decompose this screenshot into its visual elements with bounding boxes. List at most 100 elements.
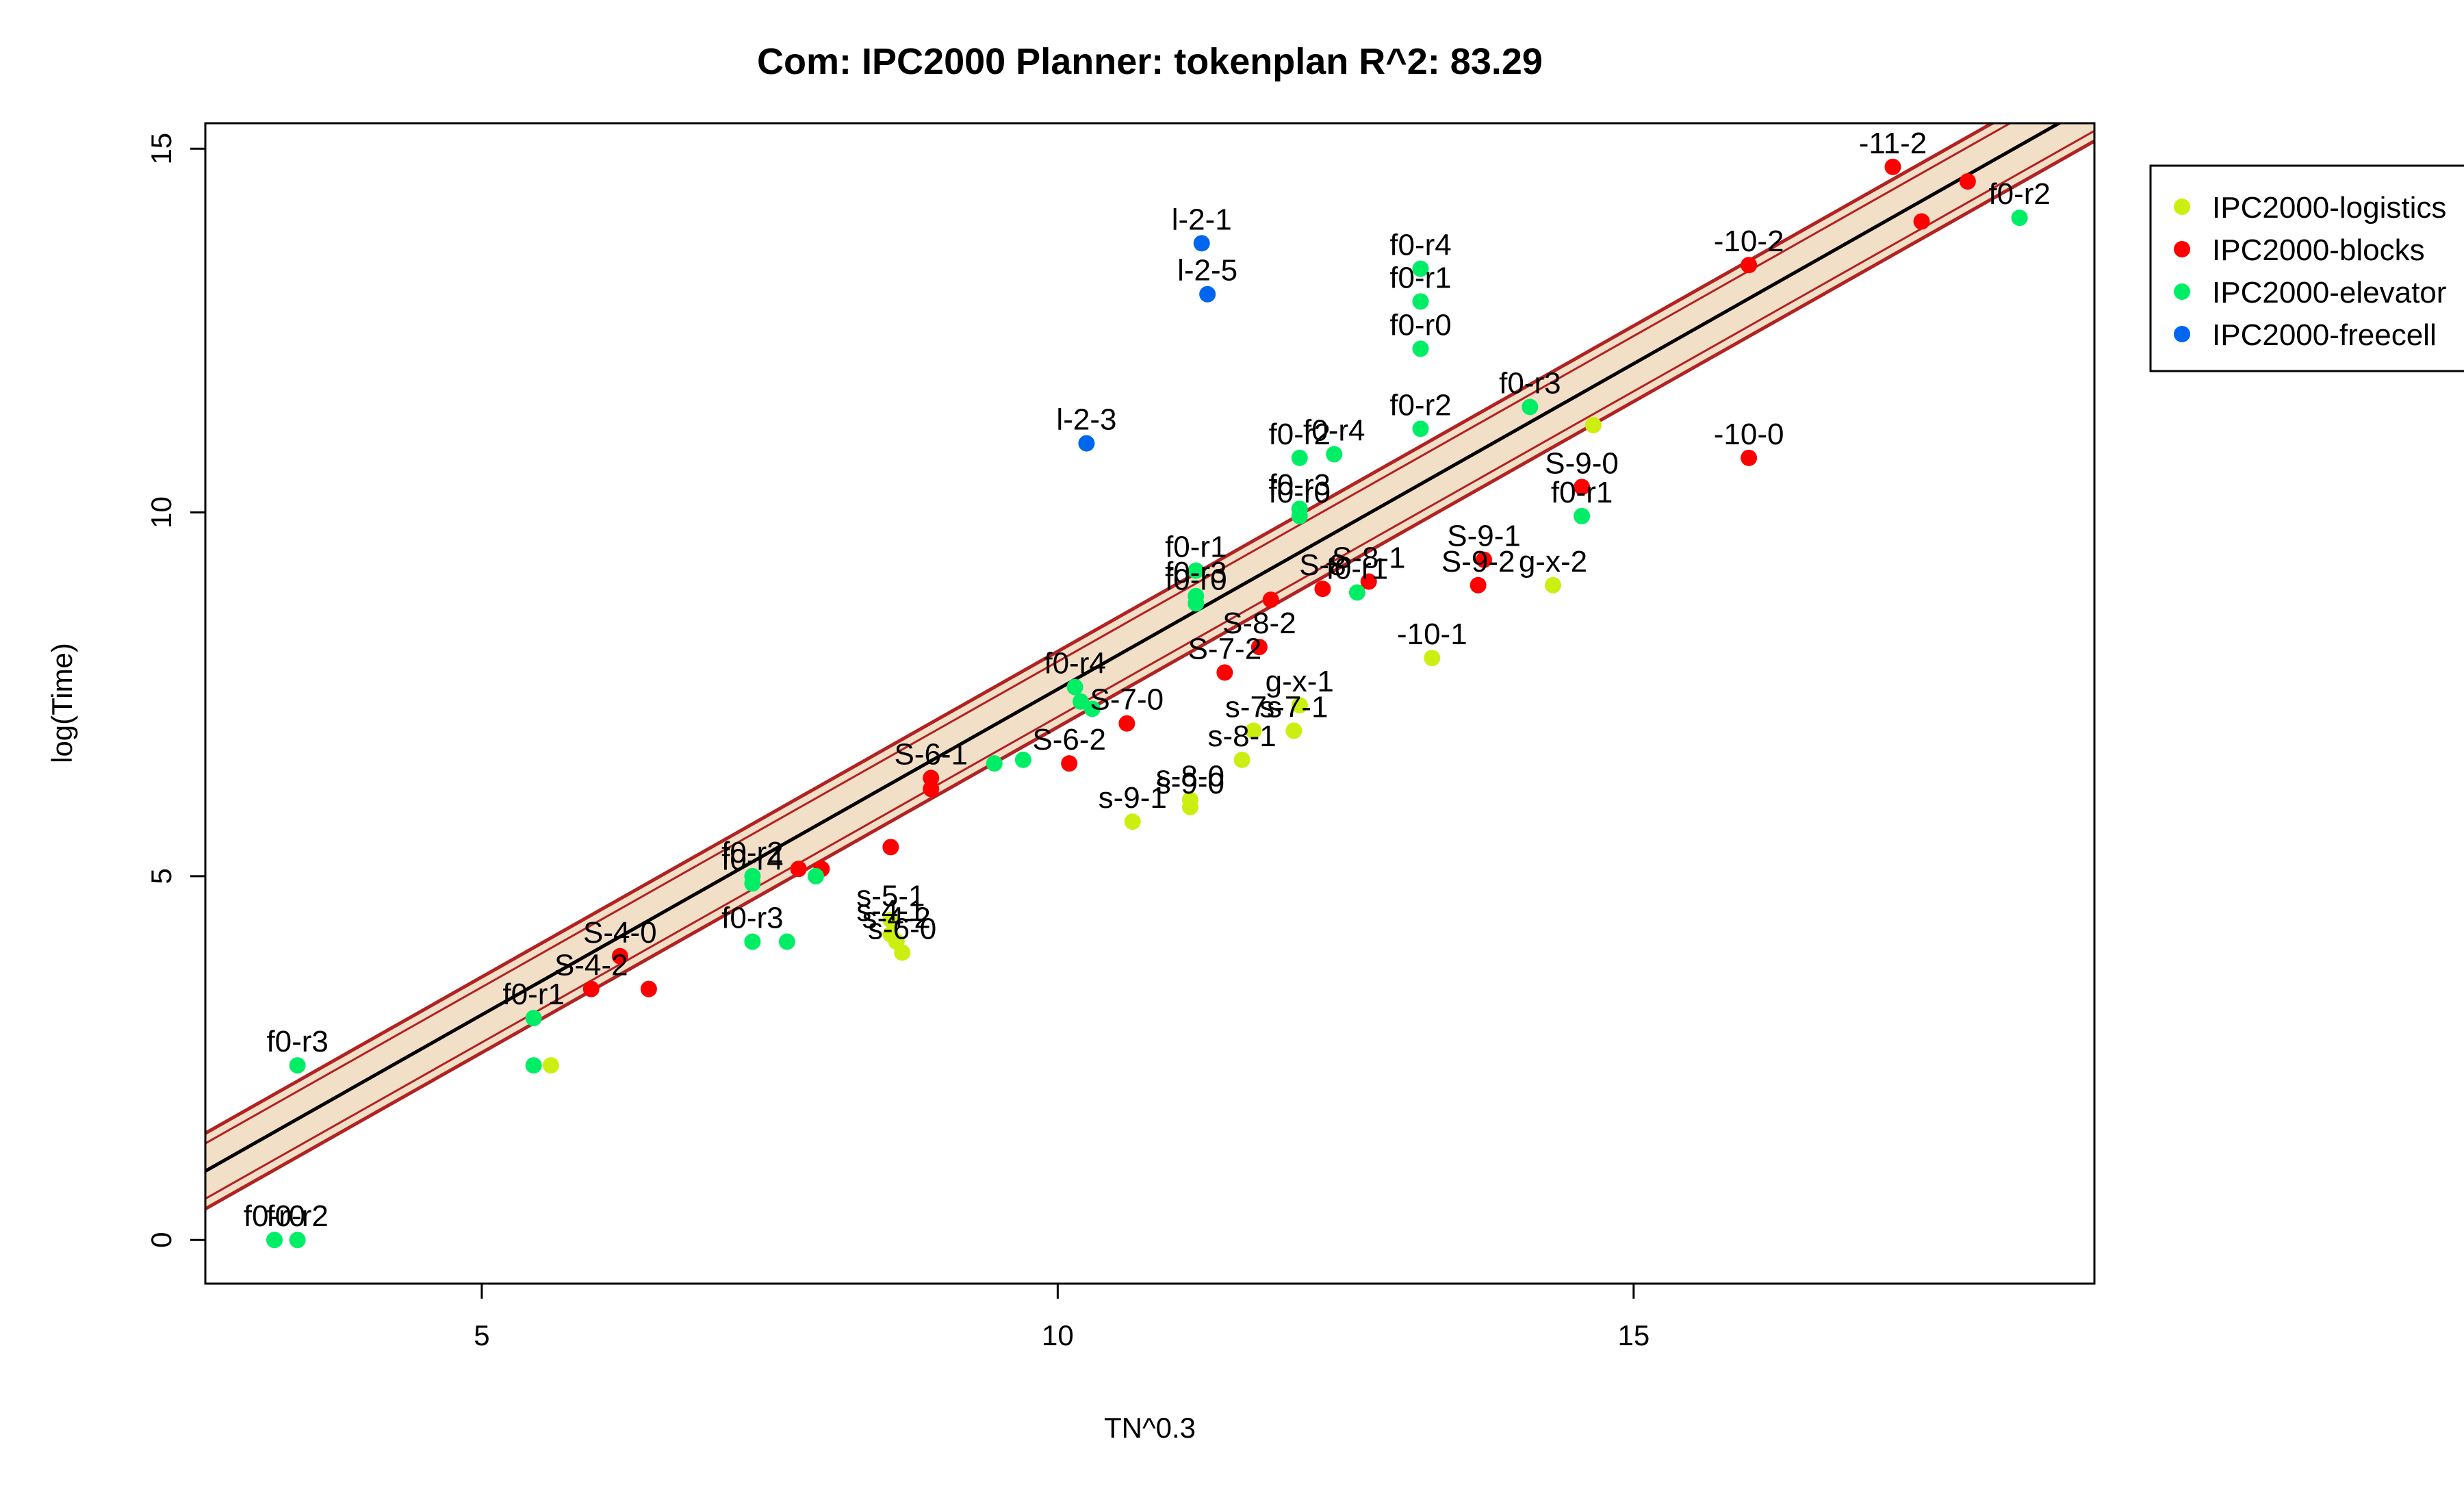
data-point (542, 1057, 559, 1074)
data-point-label: f0-r0 (1269, 476, 1331, 509)
data-point (1083, 700, 1101, 717)
data-point-label: s-6-0 (868, 912, 936, 945)
legend-marker (2174, 199, 2190, 215)
data-point (1476, 551, 1493, 568)
data-point-label: -11-2 (1859, 127, 1927, 160)
data-point-label: S-4-0 (583, 916, 657, 950)
y-axis: 0 5 10 15 (145, 133, 207, 1248)
data-point (744, 933, 761, 950)
data-point-label: f0-r3 (721, 902, 783, 935)
data-point (1412, 260, 1429, 277)
data-point (1959, 173, 1976, 190)
data-point (1522, 398, 1539, 416)
data-point (1314, 581, 1331, 598)
data-point-label: f0-r0 (244, 1199, 305, 1233)
data-point-label: s-9-0 (1156, 767, 1224, 800)
legend-entry: IPC2000-freecell (2212, 318, 2437, 352)
legend-entry: IPC2000-elevator (2212, 276, 2446, 309)
data-point-label: f0-r2 (1988, 177, 2050, 211)
data-point (640, 980, 657, 997)
data-point-label: f0-r3 (1499, 366, 1561, 400)
data-point-label: f0-r4 (1389, 229, 1451, 262)
data-point (1545, 576, 1562, 594)
data-point (1424, 650, 1441, 667)
data-point (1216, 664, 1233, 681)
y-axis-label: log(Time) (46, 643, 78, 763)
x-tick-label: 5 (474, 1319, 489, 1351)
inner-band-upper (205, 123, 2012, 1145)
data-point-label: S-6-1 (894, 737, 968, 771)
legend-entry: IPC2000-logistics (2212, 191, 2446, 225)
data-point (1412, 293, 1429, 310)
data-point (1360, 573, 1377, 590)
data-point (289, 1057, 306, 1074)
data-point-label: -10-0 (1714, 418, 1784, 451)
chart-title: Com: IPC2000 Planner: tokenplan R^2: 83.… (757, 41, 1543, 82)
data-point (1285, 722, 1302, 739)
data-point (882, 911, 899, 928)
data-point (1884, 158, 1901, 175)
legend-entry: IPC2000-blocks (2212, 233, 2425, 267)
data-point (744, 867, 761, 885)
data-point (582, 980, 600, 997)
data-point (1181, 791, 1198, 809)
data-point (1066, 678, 1083, 696)
data-point-label: f0-r1 (1551, 476, 1613, 509)
data-point (1291, 500, 1308, 518)
data-point-label: f0-r3 (266, 1025, 328, 1058)
data-point-label: S-4-2 (554, 949, 628, 982)
data-point (1470, 576, 1487, 594)
x-axis-label: TN^0.3 (1104, 1412, 1196, 1444)
data-point (778, 933, 795, 950)
data-point (525, 1057, 542, 1074)
data-points (266, 158, 2028, 1249)
data-point-label: f0-r4 (1044, 647, 1105, 680)
data-point (289, 1232, 306, 1249)
data-point-label: f0-r1 (1165, 531, 1227, 564)
data-point-label: S-8-2 (1222, 607, 1296, 640)
data-point (1584, 417, 1602, 434)
data-point (1188, 562, 1205, 579)
data-point (1245, 722, 1262, 739)
legend-marker (2174, 241, 2190, 257)
data-point-label: l-2-5 (1177, 254, 1237, 288)
legend-marker (2174, 326, 2190, 342)
data-point-label: f0-r4 (721, 843, 783, 877)
data-point-label: f0-r2 (266, 1199, 328, 1233)
y-tick-label: 5 (145, 868, 177, 884)
data-point-label: S-6-2 (1032, 723, 1106, 756)
data-point-label: f0-r1 (502, 978, 564, 1011)
data-point (1326, 446, 1343, 463)
outer-band-lower (205, 139, 2094, 1211)
data-point-label: f0-r0 (1165, 563, 1227, 596)
data-point (1199, 285, 1216, 303)
data-point (1291, 449, 1308, 466)
data-point-label: -10-1 (1397, 618, 1467, 651)
data-point (882, 926, 899, 943)
data-point (986, 755, 1003, 772)
data-point-label: g-x-2 (1519, 545, 1587, 578)
data-point-label: f0-r2 (1389, 388, 1451, 422)
x-tick-label: 10 (1042, 1319, 1074, 1351)
data-point (790, 861, 807, 878)
data-point (1124, 813, 1141, 830)
data-point (807, 867, 824, 885)
data-point (1574, 507, 1591, 524)
data-point (1741, 257, 1758, 274)
data-point (1348, 584, 1365, 601)
data-point-label: g-x-1 (1266, 665, 1334, 698)
data-point-label: l-2-1 (1172, 203, 1232, 236)
data-point-label: s-9-1 (1099, 781, 1167, 815)
data-point-label: S-9-2 (1441, 545, 1515, 578)
inner-band-lower (205, 129, 2094, 1200)
legend-marker (2174, 283, 2190, 300)
data-point (525, 1010, 542, 1027)
data-point (1741, 449, 1758, 466)
data-point (1412, 340, 1429, 357)
data-point-label: f0-r2 (1269, 418, 1331, 451)
data-point-label: s-4-1 (856, 894, 925, 928)
y-tick-label: 0 (145, 1232, 177, 1248)
data-point-label: S-7-0 (1090, 683, 1164, 717)
data-point (1188, 587, 1205, 604)
